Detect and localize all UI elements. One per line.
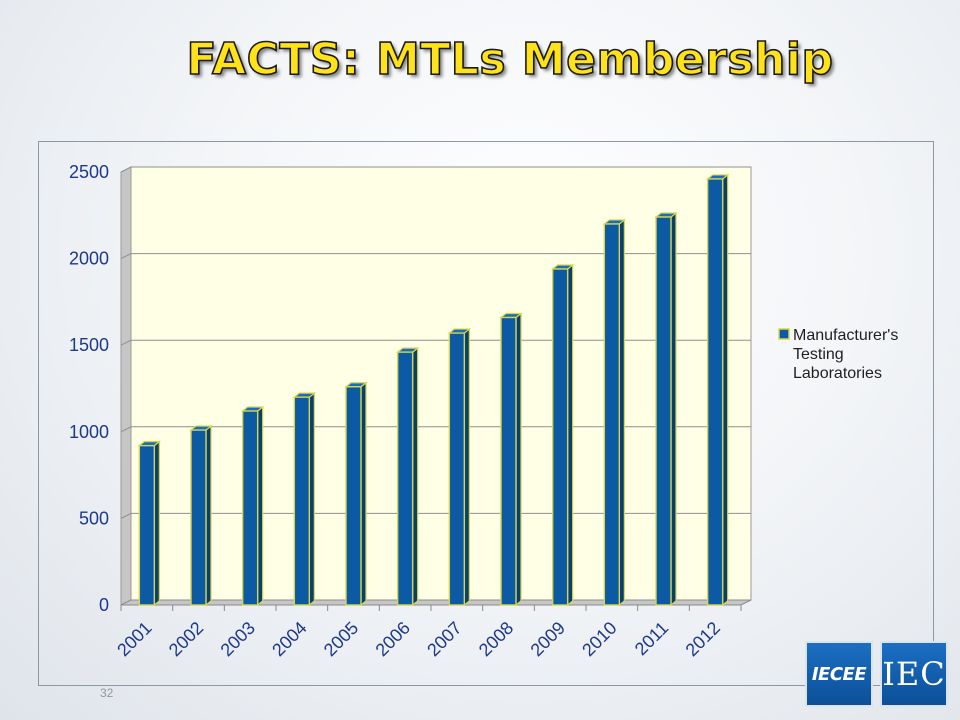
gridline-depth (120, 339, 132, 346)
gridline-depth (120, 426, 132, 433)
bar-side (205, 424, 212, 607)
x-tick-label: 2004 (268, 618, 310, 660)
y-tick-label: 1500 (69, 335, 109, 355)
x-tick-label: 2005 (320, 618, 362, 660)
x-axis-ticks: 2001 2002 2003 2004 2005 2006 2007 2008 2009 2010… (113, 605, 742, 660)
bar (447, 327, 472, 607)
x-tick-label: 2010 (578, 618, 620, 660)
bar-front (190, 429, 207, 606)
iec-logo-text: IEC (882, 655, 946, 693)
x-tick-label: 2001 (113, 618, 155, 660)
gridlines (120, 166, 751, 519)
x-tick-label: 2007 (423, 618, 465, 660)
x-tick-label: 2008 (475, 618, 517, 660)
bar (240, 405, 265, 607)
bar-front (396, 351, 414, 606)
bars (137, 173, 730, 607)
bar (550, 263, 575, 607)
chart-area: 0 500 1000 1500 2000 2500 2001 2002 2003 2004 200… (38, 141, 934, 686)
y-tick-label: 2000 (69, 249, 109, 269)
gridline-depth (120, 512, 132, 519)
bar (705, 173, 730, 607)
y-tick-label: 0 (99, 595, 109, 615)
bar-side (618, 218, 625, 607)
side-wall (120, 166, 132, 606)
bar (292, 391, 317, 607)
bar-side (670, 211, 677, 607)
legend-label: Laboratories (793, 365, 882, 382)
iecee-logo: IECEE (805, 641, 873, 707)
bar-front (138, 444, 156, 606)
bar-front (655, 216, 672, 606)
x-tick-label: 2002 (165, 618, 207, 660)
bar-front (345, 386, 362, 606)
bar (344, 381, 368, 607)
bar (189, 424, 213, 607)
bar (654, 211, 678, 607)
legend-label: Manufacturer's (793, 327, 898, 344)
y-tick-label: 2500 (69, 162, 109, 182)
bar-side (308, 391, 315, 607)
legend-swatch (778, 328, 790, 340)
bar-front (603, 223, 621, 606)
slide-title: FACTS: MTLs Membership (186, 33, 834, 86)
bar-side (257, 405, 264, 607)
x-tick-label: 2006 (372, 618, 414, 660)
bar-front (448, 332, 466, 606)
y-axis-ticks: 0 500 1000 1500 2000 2500 (69, 162, 109, 615)
bar-front (293, 396, 311, 606)
bar-front (241, 410, 259, 606)
x-tick-label: 2011 (631, 618, 673, 660)
bar-front (706, 178, 724, 606)
y-tick-label: 500 (79, 508, 109, 528)
y-tick-label: 1000 (69, 422, 109, 442)
bar (395, 346, 420, 607)
bar-side (463, 327, 470, 607)
bar-side (567, 263, 574, 607)
bar-side (153, 440, 160, 607)
legend-label: Testing (793, 346, 844, 363)
legend: Manufacturer's Testing Laboratories (778, 327, 898, 382)
x-tick-label: 2009 (527, 618, 569, 660)
x-tick-label: 2003 (217, 618, 259, 660)
x-tick-label: 2012 (682, 618, 724, 660)
back-wall (130, 166, 752, 601)
bar-side (412, 346, 419, 607)
bar-side (515, 312, 522, 607)
iec-logo: IEC (880, 641, 948, 707)
bar-front (500, 316, 517, 606)
bar (499, 312, 523, 607)
bar-side (360, 381, 367, 607)
iecee-logo-text: IECEE (811, 663, 867, 685)
bar (602, 218, 627, 607)
gridline-depth (120, 166, 132, 173)
plot-walls (120, 166, 752, 606)
slide-number: 32 (100, 686, 114, 700)
bar-front (551, 268, 569, 606)
bar-side (722, 173, 729, 607)
bar (137, 440, 162, 607)
gridline-depth (120, 253, 132, 260)
